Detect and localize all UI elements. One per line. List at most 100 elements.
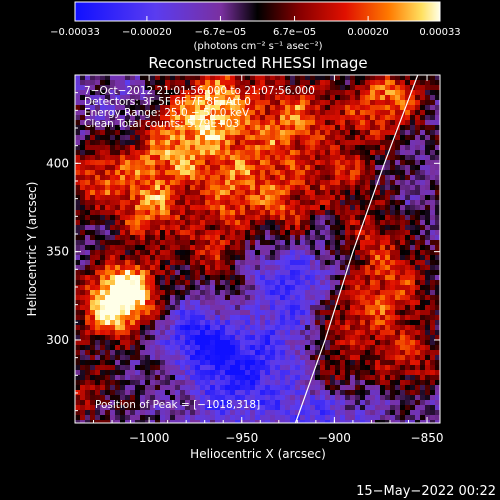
heatmap-cell <box>300 230 306 236</box>
heatmap-cell <box>80 310 86 316</box>
heatmap-cell <box>85 225 91 231</box>
heatmap-cell <box>405 85 411 91</box>
heatmap-cell <box>290 190 296 196</box>
heatmap-cell <box>90 305 96 311</box>
heatmap-cell <box>420 160 426 166</box>
heatmap-cell <box>320 215 326 221</box>
heatmap-cell <box>295 295 301 301</box>
heatmap-cell <box>285 400 291 406</box>
heatmap-cell <box>250 400 256 406</box>
heatmap-cell <box>215 195 221 201</box>
heatmap-cell <box>235 405 241 411</box>
heatmap-cell <box>130 375 136 381</box>
heatmap-cell <box>230 250 236 256</box>
heatmap-cell <box>300 320 306 326</box>
heatmap-cell <box>90 295 96 301</box>
heatmap-cell <box>255 225 261 231</box>
heatmap-cell <box>390 150 396 156</box>
heatmap-cell <box>215 110 221 116</box>
heatmap-cell <box>325 230 331 236</box>
heatmap-cell <box>90 370 96 376</box>
heatmap-cell <box>195 80 201 86</box>
heatmap-cell <box>285 215 291 221</box>
heatmap-cell <box>110 400 116 406</box>
heatmap-cell <box>210 245 216 251</box>
heatmap-cell <box>215 215 221 221</box>
heatmap-cell <box>420 145 426 151</box>
heatmap-cell <box>355 310 361 316</box>
heatmap-cell <box>300 405 306 411</box>
heatmap-cell <box>290 250 296 256</box>
heatmap-cell <box>260 170 266 176</box>
heatmap-cell <box>295 115 301 121</box>
heatmap-cell <box>170 325 176 331</box>
heatmap-cell <box>320 350 326 356</box>
heatmap-cell <box>300 280 306 286</box>
heatmap-cell <box>275 300 281 306</box>
heatmap-cell <box>135 245 141 251</box>
heatmap-cell <box>285 410 291 416</box>
heatmap-cell <box>285 280 291 286</box>
heatmap-cell <box>360 75 366 81</box>
heatmap-cell <box>300 220 306 226</box>
heatmap-cell <box>115 235 121 241</box>
heatmap-cell <box>140 135 146 141</box>
heatmap-cell <box>90 210 96 216</box>
heatmap-cell <box>120 145 126 151</box>
heatmap-cell <box>390 115 396 121</box>
heatmap-cell <box>160 225 166 231</box>
heatmap-cell <box>330 350 336 356</box>
heatmap-cell <box>345 205 351 211</box>
heatmap-cell <box>390 355 396 361</box>
heatmap-cell <box>270 350 276 356</box>
heatmap-cell <box>85 115 91 121</box>
heatmap-cell <box>360 235 366 241</box>
heatmap-cell <box>385 120 391 126</box>
heatmap-cell <box>265 160 271 166</box>
heatmap-cell <box>265 390 271 396</box>
heatmap-cell <box>160 120 166 126</box>
heatmap-cell <box>160 75 166 81</box>
heatmap-cell <box>190 325 196 331</box>
heatmap-cell <box>335 405 341 411</box>
heatmap-cell <box>95 405 101 411</box>
heatmap-cell <box>240 75 246 81</box>
heatmap-cell <box>180 195 186 201</box>
heatmap-cell <box>140 305 146 311</box>
heatmap-cell <box>385 400 391 406</box>
heatmap-cell <box>95 260 101 266</box>
heatmap-cell <box>300 380 306 386</box>
heatmap-cell <box>240 365 246 371</box>
heatmap-cell <box>420 340 426 346</box>
heatmap-cell <box>315 175 321 181</box>
heatmap-cell <box>280 130 286 136</box>
heatmap-cell <box>285 385 291 391</box>
heatmap-cell <box>250 85 256 91</box>
heatmap-cell <box>245 370 251 376</box>
heatmap-cell <box>170 265 176 271</box>
heatmap-cell <box>200 330 206 336</box>
heatmap-cell <box>90 110 96 116</box>
heatmap-cell <box>335 240 341 246</box>
heatmap-cell <box>325 280 331 286</box>
heatmap-cell <box>305 130 311 136</box>
heatmap-cell <box>155 370 161 376</box>
heatmap-cell <box>370 420 376 423</box>
heatmap-cell <box>250 240 256 246</box>
heatmap-cell <box>110 115 116 121</box>
heatmap-cell <box>175 285 181 291</box>
heatmap-cell <box>145 285 151 291</box>
heatmap-cell <box>340 275 346 281</box>
heatmap-cell <box>145 395 151 401</box>
heatmap-cell <box>200 395 206 401</box>
heatmap-cell <box>155 260 161 266</box>
heatmap-cell <box>305 315 311 321</box>
heatmap-cell <box>385 140 391 146</box>
heatmap-cell <box>350 395 356 401</box>
heatmap-cell <box>130 325 136 331</box>
heatmap-cell <box>340 285 346 291</box>
heatmap-cell <box>310 145 316 151</box>
heatmap-cell <box>230 295 236 301</box>
heatmap-cell <box>400 155 406 161</box>
heatmap-cell <box>180 185 186 191</box>
